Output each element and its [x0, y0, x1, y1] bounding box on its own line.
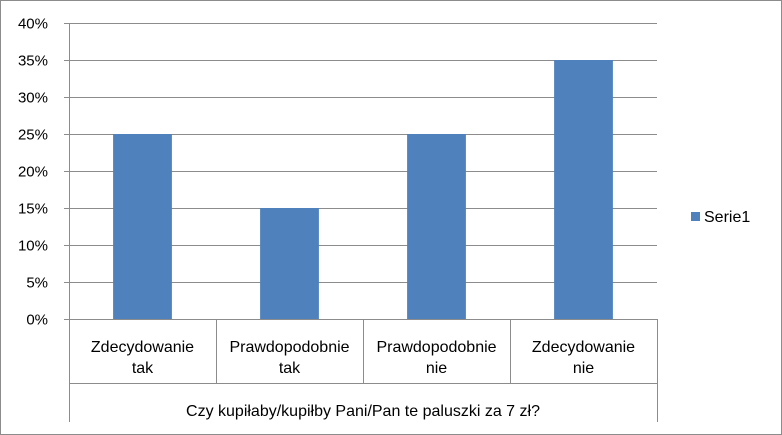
axes [69, 23, 658, 422]
x-category-label: Zdecydowanie tak [91, 339, 194, 377]
legend-swatch-serie1 [691, 212, 700, 221]
y-tick-label: 15% [18, 201, 48, 218]
bar [113, 134, 172, 319]
y-tick-label: 40% [18, 16, 48, 33]
y-tick-label: 30% [18, 90, 48, 107]
x-axis-title: Czy kupiłaby/kupiłby Pani/Pan te paluszk… [186, 403, 540, 420]
bar [554, 60, 613, 319]
y-tick-label: 35% [18, 53, 48, 70]
x-category-labels: Zdecydowanie tak Prawdopodobnie tak Prawdopo… [91, 339, 635, 377]
legend-label-serie1: Serie1 [704, 209, 750, 226]
y-tick-label: 5% [26, 275, 48, 292]
x-category-label: Zdecydowanie nie [532, 339, 635, 377]
y-tick-label: 0% [26, 312, 48, 329]
y-tick-label: 25% [18, 127, 48, 144]
x-category-label: Prawdopodobnie nie [376, 339, 496, 377]
x-category-label: Prawdopodobnie tak [229, 339, 349, 377]
legend: Serie1 [691, 209, 750, 226]
bars [113, 60, 613, 319]
bar [407, 134, 466, 319]
bar [260, 208, 319, 319]
y-tick-label: 10% [18, 238, 48, 255]
y-tick-label: 20% [18, 164, 48, 181]
y-tick-labels: 0% 5% 10% 15% 20% 25% 30% 35% 40% [18, 16, 48, 329]
